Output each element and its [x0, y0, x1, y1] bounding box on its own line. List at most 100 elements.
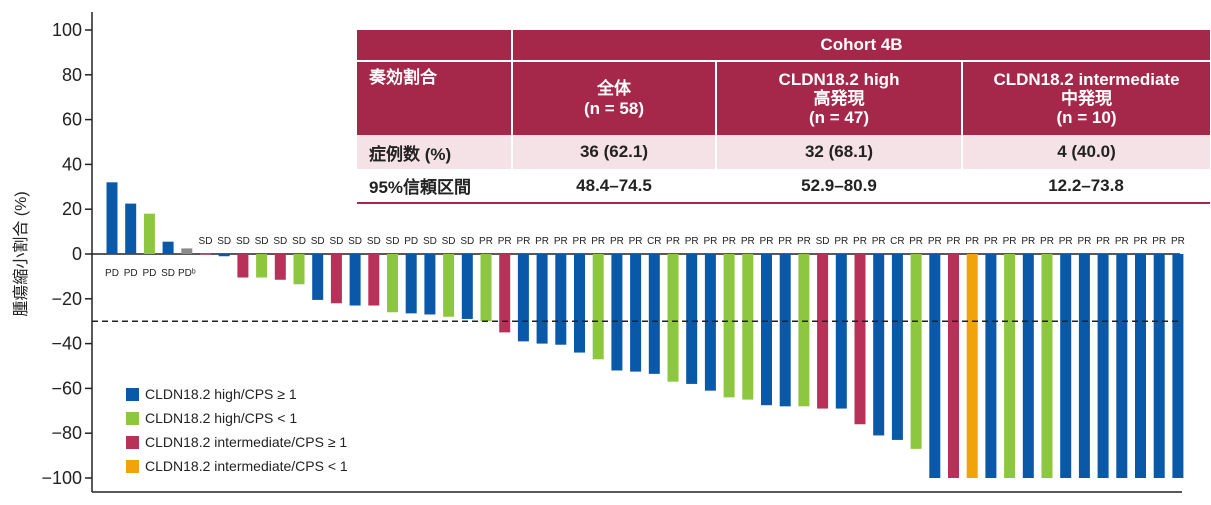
bar	[611, 254, 623, 371]
col-header-overall-line2: (n = 58)	[584, 98, 644, 118]
response-label: PR	[1077, 236, 1091, 247]
y-tick-label: 0	[72, 244, 82, 264]
row-header-label: 奏効割合	[369, 68, 437, 87]
bar	[1097, 254, 1109, 478]
response-rate-table: Cohort 4B 奏効割合 全体 (n = 58) CLDN18.2 high…	[357, 30, 1211, 204]
bar	[368, 254, 380, 306]
bar	[817, 254, 829, 409]
table-row-cases: 症例数 (%) 36 (62.1) 32 (68.1) 4 (40.0)	[357, 135, 1211, 169]
legend-swatch	[126, 436, 139, 449]
legend-swatch	[126, 388, 139, 401]
response-label: PR	[1040, 236, 1054, 247]
response-label: SD	[460, 236, 474, 247]
bar	[891, 254, 903, 440]
row-header: 奏効割合	[357, 61, 512, 135]
y-tick-label: −60	[51, 378, 82, 398]
response-label: PR	[722, 236, 736, 247]
legend: CLDN18.2 high/CPS ≥ 1 CLDN18.2 high/CPS <…	[126, 386, 348, 474]
response-label: SD	[367, 236, 381, 247]
legend-label: CLDN18.2 high/CPS < 1	[145, 410, 297, 426]
response-label: SD	[816, 236, 830, 247]
response-label: SD	[348, 236, 362, 247]
bar	[761, 254, 772, 406]
bar	[835, 254, 847, 409]
response-label: PR	[741, 236, 755, 247]
response-label: PR	[1152, 236, 1166, 247]
bar	[237, 254, 249, 278]
bar	[779, 254, 791, 407]
bar	[910, 254, 922, 449]
response-label: SD	[273, 236, 287, 247]
bar	[443, 254, 455, 317]
response-label: PD	[404, 236, 418, 247]
y-tick-label: 20	[62, 199, 82, 219]
bar	[125, 203, 137, 254]
col-header-overall: 全体 (n = 58)	[511, 61, 716, 135]
response-label: PR	[1059, 236, 1073, 247]
bar	[517, 254, 529, 342]
bar	[1022, 254, 1034, 478]
table-row-ci: 95%信頼区間 48.4–74.5 52.9–80.9 12.2–73.8	[357, 169, 1211, 204]
axes: 100 80 60 40 20 0 −20 −40 −60 −80 −100	[41, 12, 1182, 493]
response-label: SD	[311, 236, 325, 247]
bars	[106, 182, 1184, 478]
response-label: CR	[647, 236, 661, 247]
bar	[854, 254, 866, 425]
col-header-int-line1: CLDN18.2 intermediate	[993, 69, 1180, 89]
response-label: SD	[255, 236, 269, 247]
bar	[480, 254, 492, 322]
response-label: PR	[685, 236, 699, 247]
bar	[648, 254, 660, 374]
bar	[574, 254, 585, 353]
bar	[686, 254, 698, 384]
bar	[592, 254, 604, 360]
bar	[1135, 254, 1146, 478]
response-label: PD	[105, 268, 119, 279]
response-label: PR	[610, 236, 624, 247]
response-label: PR	[1003, 236, 1017, 247]
response-label: SD	[236, 236, 250, 247]
cell-ci-intermediate: 12.2–73.8	[962, 169, 1211, 204]
col-header-overall-line1: 全体	[597, 79, 631, 99]
response-label: PR	[516, 236, 530, 247]
cell-cases-overall: 36 (62.1)	[511, 135, 716, 169]
bar	[499, 254, 511, 333]
response-label: PR	[1171, 236, 1185, 247]
bar	[1116, 254, 1128, 478]
bar	[873, 254, 885, 436]
bar	[1041, 254, 1053, 478]
response-label: PR	[666, 236, 680, 247]
response-label: SD	[329, 236, 343, 247]
response-label: SD	[442, 236, 456, 247]
bar	[349, 254, 361, 306]
bar	[667, 254, 679, 382]
response-label: PR	[591, 236, 605, 247]
bar	[274, 254, 286, 280]
bar	[143, 213, 155, 254]
response-label: SD	[386, 236, 400, 247]
response-label: CR	[890, 236, 904, 247]
table-blank-corner	[357, 30, 512, 62]
y-tick-label: −20	[51, 289, 82, 309]
bar	[929, 254, 941, 478]
response-label: PR	[947, 236, 961, 247]
bar	[387, 254, 398, 313]
response-label: PR	[965, 236, 979, 247]
bar	[181, 248, 193, 254]
bar	[1153, 254, 1165, 478]
response-label: PR	[760, 236, 774, 247]
response-label: PR	[1115, 236, 1129, 247]
col-header-int-line2: 中発現	[1061, 88, 1112, 108]
response-label: PR	[1134, 236, 1148, 247]
cell-ci-overall: 48.4–74.5	[512, 169, 716, 204]
legend-swatch	[126, 460, 139, 473]
col-header-high-line1: CLDN18.2 high	[778, 69, 900, 89]
bar	[461, 254, 473, 319]
bar	[723, 254, 735, 398]
bar	[424, 254, 436, 315]
y-tick-label: −40	[51, 334, 82, 354]
bar	[985, 254, 997, 478]
response-label: PR	[872, 236, 886, 247]
response-label: SD	[292, 236, 306, 247]
response-label: PR	[703, 236, 717, 247]
